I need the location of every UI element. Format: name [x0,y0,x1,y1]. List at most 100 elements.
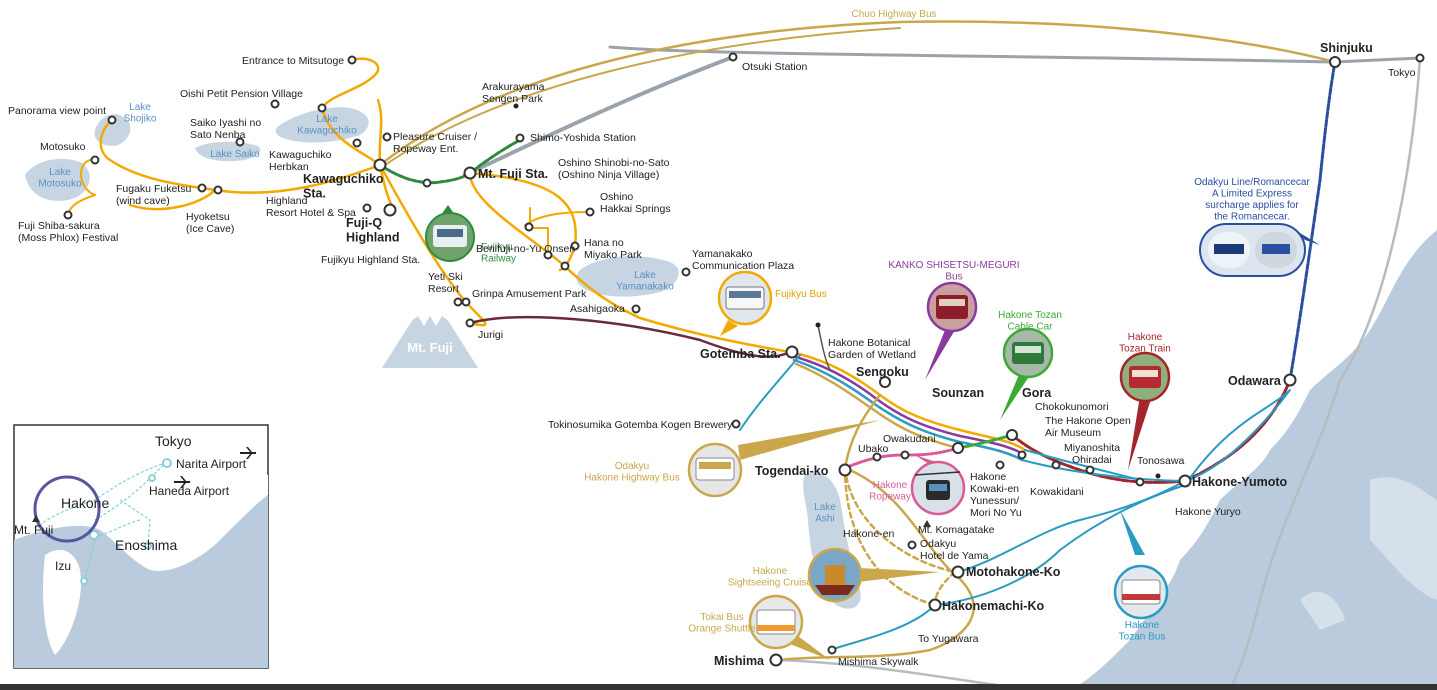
shinjuku-label: Shinjuku [1320,41,1373,55]
mountain-icon [923,520,931,527]
hakone-yumoto-label: Hakone-Yumoto [1192,475,1288,489]
mishima-label: Mishima [714,654,765,668]
lake-labels: Lake Shojiko Lake Kawaguchiko Lake Saiko L… [38,102,836,525]
lake-motosuko-label: Lake Motosuko [38,167,82,190]
service-labels: Chuo Highway Bus Fujikyu Railway Fujikyu … [481,9,1310,643]
chuo-bus-label: Chuo Highway Bus [851,9,936,20]
bus-photo-icon [925,281,978,380]
tozan-train-label: Hakone Tozan Train [1119,332,1171,355]
komagatake-label: Mt. Komagatake [918,524,995,536]
panorama-label: Panorama view point [8,105,106,117]
service-badges [425,205,1320,660]
mt-fuji-label: Mt. Fuji [407,340,453,355]
hakone-en-label: Hakone-en [843,528,895,540]
owakudani-label: Owakudani [883,433,936,445]
kanko-bus-label: KANKO SHISETSU-MEGURI Bus [888,260,1019,283]
inset-mt-fuji-label: Mt. Fuji [14,523,53,537]
sengoku-label: Sengoku [856,365,909,379]
bus-photo-icon [717,270,773,336]
kowakien-label: Hakone Kowaki-en Yunessun/Mori No Yu [970,471,1022,519]
hana-no-miyako-label: Hana no Miyako Park [584,237,643,261]
tokyo-label: Tokyo [1388,67,1416,79]
tonosawa-label: Tonosawa [1137,455,1184,467]
inset-izu-label: Izu [55,559,71,573]
ubako-label: Ubako [858,443,889,455]
mishima-skywalk-label: Mishima Skywalk [838,656,919,668]
mitsutoge-label: Entrance to Mitsutoge [242,55,344,67]
inset-tokyo-label: Tokyo [155,433,192,449]
cable-car-label: Hakone Tozan Cable Car [998,310,1062,333]
mountain-icon [32,515,40,522]
saiko-iyashi-label: Saiko Iyashi no Sato Nenba [190,117,261,141]
sightseeing-cruise-label: Hakone Sightseeing Cruise [728,566,812,589]
odawara-label: Odawara [1228,374,1282,388]
hakonemachi-label: Hakonemachi-Ko [942,599,1044,613]
train-photo-icon [1199,223,1320,277]
gora-label: Gora [1022,386,1052,400]
lake-shojiko-label: Lake Shojiko [124,102,157,125]
chokokunomori-label: Chokokunomori [1035,401,1109,413]
oshino-ninja-label: Oshino Shinobi-no-Sato (Oshino Ninja Vill… [558,157,670,181]
motosuko-label: Motosuko [40,141,86,153]
sea-area [1070,230,1437,690]
lake-kawaguchiko-label: Lake Kawaguchiko [297,114,357,137]
train-photo-icon [1119,351,1171,470]
station-labels: Shinjuku Tokyo Otsuki Station Shimo-Yosh… [8,41,1416,668]
fujikyu-highland-sta-label: Fujikyu Highland Sta. [321,254,420,266]
bus-photo-icon [1113,510,1169,620]
odakyu-line-label: Odakyu Line/Romancecar A Limited Express s… [1194,177,1310,223]
lake-yamanakako-label: Lake Yamanakako [616,270,674,293]
mt-fuji-sta-label: Mt. Fuji Sta. [478,167,548,181]
tokai-bus-label: Tokai Bus Orange Shuttle [688,612,756,635]
benifuji-label: Benifuji-no-Yu Onsen [476,243,575,255]
hakone-yuryo-label: Hakone Yuryo [1175,506,1241,518]
herbkan-label: Kawaguchiko Herbkan [269,149,332,173]
train-photo-icon [1000,327,1054,420]
bottom-bar [0,684,1437,690]
miyanoshita-label: Miyanoshita [1064,442,1120,454]
jurigi-label: Jurigi [478,329,503,341]
ohiradai-label: Ohiradai [1072,454,1112,466]
gotemba-label: Gotemba Sta. [700,347,781,361]
airplane-icon [240,447,256,459]
airplane-icon [174,476,190,488]
odakyu-hotel-label: Odakyu Hotel de Yama [920,538,989,562]
inset-narita-label: Narita Airport [176,457,247,471]
train-photo-icon [425,205,475,262]
botanical-label: Hakone Botanical Garden of Wetland [828,337,916,361]
lake-saiko-label: Lake Saiko [210,149,260,160]
oshino-hakkai-label: Oshino Hakkai Springs [600,191,671,215]
open-air-label: The Hakone Open Air Museum [1045,415,1131,439]
kawaguchiko-sta-label: Kawaguchiko Sta. [303,172,384,200]
oishi-label: Oishi Petit Pension Village [180,88,303,100]
ship-photo-icon [807,547,940,603]
togendai-label: Togendai-ko [755,464,829,478]
otsuki-label: Otsuki Station [742,61,808,73]
bus-photo-icon [748,594,830,660]
sounzan-label: Sounzan [932,386,984,400]
pleasure-cruiser-label: Pleasure Cruiser / Ropeway Ent. [393,131,477,155]
tozan-bus-label: Hakone Tozan Bus [1119,620,1166,643]
highland-resort-label: Highland Resort Hotel & Spa [266,195,356,219]
mountain-icon: Mt. Fuji [382,292,478,368]
kowakidani-label: Kowakidani [1030,486,1084,498]
hyoketsu-label: Hyoketsu (Ice Cave) [186,211,234,235]
asahigaoka-label: Asahigaoka [570,303,625,315]
highway-bus-label: Odakyu Hakone Highway Bus [584,461,680,484]
routes [67,20,1422,690]
bus-photo-icon [687,420,880,498]
yamanakako-plaza-label: Yamanakako Communication Plaza [692,248,794,272]
inset-haneda-label: Haneda Airport [149,484,230,498]
shibasakura-label: Fuji Shiba-sakura (Moss Phlox) Festival [18,220,118,244]
motohakone-label: Motohakone-Ko [966,565,1061,579]
inset-hakone-label: Hakone [61,495,109,511]
station-dots [63,52,1425,667]
fujikyu-railway-label: Fujikyu Railway [481,242,516,265]
inset-enoshima-label: Enoshima [115,537,177,553]
inset-map: Tokyo Narita Airport Haneda Airport Hako… [13,424,269,669]
fujikyu-bus-label: Fujikyu Bus [775,289,827,300]
fugaku-label: Fugaku Fuketsu (wind cave) [116,183,191,207]
ropeway-label: Hakone Ropeway [869,480,911,503]
arakurayama-label: Arakurayama Sengen Park [482,81,545,105]
